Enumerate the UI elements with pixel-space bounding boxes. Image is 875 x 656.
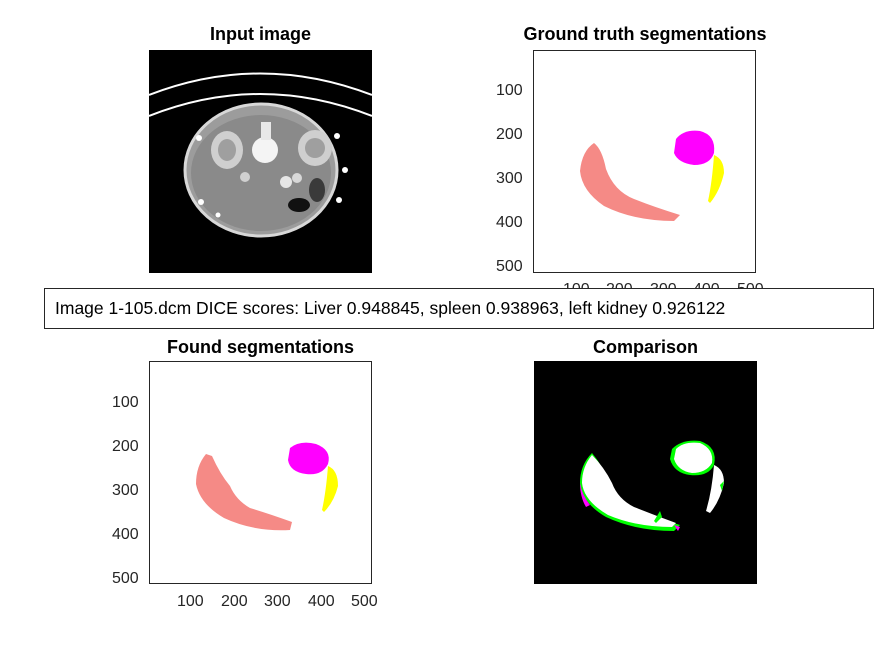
input-image-title: Input image <box>209 24 311 44</box>
gt-ytick-500: 500 <box>496 258 523 275</box>
found-xtick-500: 500 <box>351 593 378 610</box>
input-ct-image <box>149 50 372 273</box>
comparison-spleen-region <box>674 442 713 473</box>
found-xtick-400: 400 <box>308 593 335 610</box>
ground-truth-axes <box>533 50 756 273</box>
found-segmentations-axes <box>149 361 372 584</box>
comparison-image <box>534 361 757 584</box>
comparison-liver-region <box>582 455 676 527</box>
found-xtick-200: 200 <box>221 593 248 610</box>
gt-liver-region <box>580 143 680 221</box>
gt-ytick-200: 200 <box>496 126 523 143</box>
gt-ytick-400: 400 <box>496 214 523 231</box>
comparison-left-kidney-region <box>706 465 724 513</box>
dice-scores-caption: Image 1-105.dcm DICE scores: Liver 0.948… <box>44 288 874 329</box>
found-liver-region <box>196 454 292 531</box>
gt-spleen-region <box>674 130 715 165</box>
gt-left-kidney-region <box>708 155 724 203</box>
found-xtick-100: 100 <box>177 593 204 610</box>
ground-truth-title: Ground truth segmentations <box>523 24 767 44</box>
found-ytick-400: 400 <box>112 526 139 543</box>
found-xtick-300: 300 <box>264 593 291 610</box>
found-segmentation <box>196 442 338 531</box>
gt-ytick-300: 300 <box>496 170 523 187</box>
ground-truth-segmentation <box>580 130 724 221</box>
found-spleen-region <box>288 442 329 475</box>
found-segmentations-title: Found segmentations <box>166 337 354 357</box>
comparison-title: Comparison <box>592 337 698 357</box>
found-ytick-500: 500 <box>112 570 139 587</box>
found-ytick-200: 200 <box>112 438 139 455</box>
found-ytick-100: 100 <box>112 394 139 411</box>
gt-ytick-100: 100 <box>496 82 523 99</box>
found-left-kidney-region <box>322 466 338 512</box>
found-ytick-300: 300 <box>112 482 139 499</box>
